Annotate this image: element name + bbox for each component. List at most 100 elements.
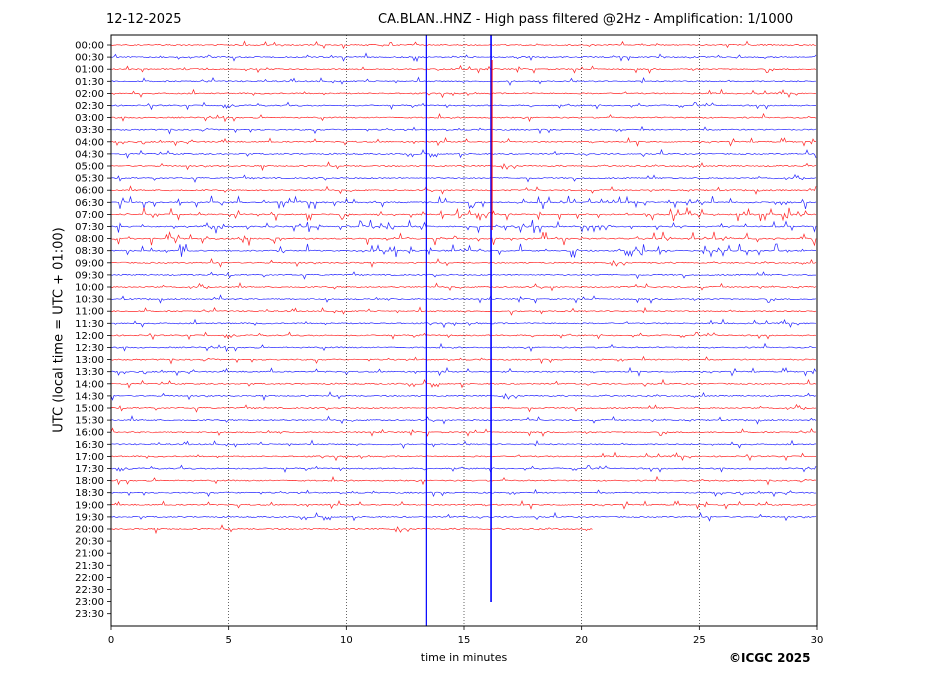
y-tick-label: 20:30 bbox=[75, 537, 104, 548]
trace-line bbox=[110, 207, 817, 222]
x-tick-label: 10 bbox=[340, 635, 353, 646]
y-tick-label: 03:30 bbox=[75, 125, 104, 136]
y-tick-label: 21:00 bbox=[75, 549, 104, 560]
x-tick-label: 20 bbox=[575, 635, 588, 646]
y-tick-label: 14:00 bbox=[75, 379, 104, 390]
date-label: 12-12-2025 bbox=[106, 12, 182, 27]
y-tick-label: 02:30 bbox=[75, 101, 104, 112]
y-tick-label: 17:30 bbox=[75, 464, 104, 475]
y-tick-label: 19:30 bbox=[75, 512, 104, 523]
y-tick-label: 12:00 bbox=[75, 331, 104, 342]
trace-line bbox=[110, 243, 817, 258]
y-tick-label: 04:30 bbox=[75, 149, 104, 160]
y-tick-label: 02:00 bbox=[75, 89, 104, 100]
y-tick-label: 23:00 bbox=[75, 597, 104, 608]
trace-line bbox=[110, 112, 817, 123]
y-tick-label: 13:00 bbox=[75, 355, 104, 366]
trace-line bbox=[110, 318, 817, 329]
trace-line bbox=[110, 88, 817, 99]
trace-line bbox=[110, 258, 817, 268]
y-tick-label: 00:30 bbox=[75, 53, 104, 64]
trace-line bbox=[110, 403, 817, 413]
trace-line bbox=[110, 64, 817, 74]
y-tick-label: 16:30 bbox=[75, 440, 104, 451]
x-tick-label: 15 bbox=[458, 635, 471, 646]
y-tick-label: 15:00 bbox=[75, 404, 104, 415]
x-tick-label: 25 bbox=[693, 635, 706, 646]
trace-line bbox=[110, 451, 817, 462]
trace-line bbox=[110, 511, 817, 522]
y-tick-label: 01:30 bbox=[75, 77, 104, 88]
trace-group bbox=[110, 40, 817, 535]
y-tick-group: 00:0000:3001:0001:3002:0002:3003:0003:30… bbox=[75, 41, 111, 620]
y-tick-label: 09:30 bbox=[75, 270, 104, 281]
chart-title: CA.BLAN..HNZ - High pass filtered @2Hz -… bbox=[378, 12, 794, 27]
x-axis-label: time in minutes bbox=[420, 651, 508, 664]
y-tick-label: 07:30 bbox=[75, 222, 104, 233]
trace-line bbox=[110, 415, 817, 425]
trace-line bbox=[110, 40, 816, 50]
trace-line bbox=[110, 148, 817, 159]
trace-line bbox=[110, 391, 817, 402]
trace-line bbox=[111, 524, 593, 535]
y-tick-label: 11:30 bbox=[75, 319, 104, 330]
x-tick-label: 5 bbox=[225, 635, 231, 646]
trace-line bbox=[110, 195, 817, 210]
trace-line bbox=[110, 427, 817, 437]
x-tick-label: 0 bbox=[108, 635, 114, 646]
y-tick-label: 16:00 bbox=[75, 428, 104, 439]
x-tick-group: 0 5 10 15 20 25 30 bbox=[108, 626, 824, 646]
trace-line bbox=[110, 219, 817, 234]
y-tick-label: 04:00 bbox=[75, 137, 104, 148]
trace-line bbox=[110, 173, 817, 183]
trace-line bbox=[110, 439, 817, 449]
trace-line bbox=[110, 355, 817, 365]
y-tick-label: 06:30 bbox=[75, 198, 104, 209]
y-tick-label: 11:00 bbox=[75, 307, 104, 318]
y-tick-label: 20:00 bbox=[75, 525, 104, 536]
grid-group bbox=[228, 35, 700, 626]
y-tick-label: 15:30 bbox=[75, 416, 104, 427]
y-tick-label: 12:30 bbox=[75, 343, 104, 354]
trace-line bbox=[110, 125, 817, 135]
trace-line bbox=[110, 282, 817, 292]
trace-line bbox=[110, 136, 816, 147]
y-tick-label: 07:00 bbox=[75, 210, 104, 221]
trace-line bbox=[110, 488, 817, 498]
trace-line bbox=[110, 294, 817, 304]
trace-line bbox=[110, 271, 816, 280]
trace-line bbox=[110, 161, 817, 172]
y-tick-label: 22:30 bbox=[75, 585, 104, 596]
y-tick-label: 23:30 bbox=[75, 609, 104, 620]
y-tick-label: 10:00 bbox=[75, 283, 104, 294]
y-tick-label: 17:00 bbox=[75, 452, 104, 463]
y-tick-label: 18:00 bbox=[75, 476, 104, 487]
trace-line bbox=[110, 464, 817, 473]
trace-line bbox=[110, 230, 817, 247]
y-tick-label: 22:00 bbox=[75, 573, 104, 584]
trace-line bbox=[111, 342, 816, 353]
trace-line bbox=[110, 499, 817, 510]
trace-line bbox=[110, 366, 817, 377]
y-tick-label: 05:00 bbox=[75, 162, 104, 173]
spike-group bbox=[425, 35, 493, 626]
y-tick-label: 06:00 bbox=[75, 186, 104, 197]
x-tick-label: 30 bbox=[811, 635, 824, 646]
trace-line bbox=[110, 185, 817, 195]
trace-line bbox=[110, 52, 817, 63]
y-tick-label: 08:30 bbox=[75, 246, 104, 257]
trace-line bbox=[110, 378, 817, 389]
trace-line bbox=[110, 101, 817, 111]
y-tick-label: 01:00 bbox=[75, 65, 104, 76]
y-tick-label: 05:30 bbox=[75, 174, 104, 185]
y-tick-label: 10:30 bbox=[75, 295, 104, 306]
trace-line bbox=[110, 306, 817, 316]
y-tick-label: 14:30 bbox=[75, 391, 104, 402]
y-tick-label: 19:00 bbox=[75, 500, 104, 511]
y-tick-label: 13:30 bbox=[75, 367, 104, 378]
y-tick-label: 09:00 bbox=[75, 258, 104, 269]
y-tick-label: 21:30 bbox=[75, 561, 104, 572]
trace-line bbox=[110, 331, 817, 341]
y-tick-label: 08:00 bbox=[75, 234, 104, 245]
